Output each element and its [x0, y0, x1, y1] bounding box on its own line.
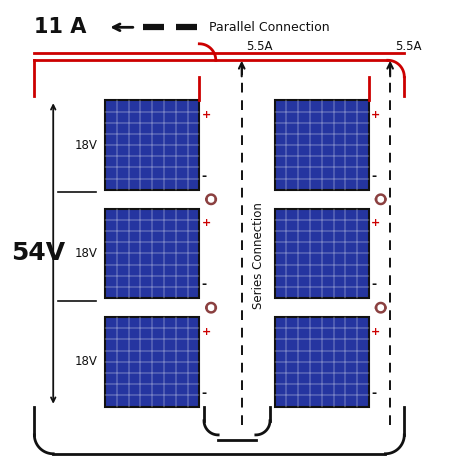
Text: 11 A: 11 A [35, 18, 87, 37]
Text: +: + [371, 110, 381, 120]
Text: -: - [371, 278, 376, 291]
Text: -: - [371, 170, 376, 183]
Text: -: - [201, 387, 207, 400]
Text: Series Connection: Series Connection [252, 202, 264, 310]
Bar [105, 317, 199, 407]
Text: 5.5A: 5.5A [246, 40, 273, 53]
Text: 5.5A: 5.5A [395, 40, 421, 53]
Text: +: + [201, 110, 211, 120]
Bar [275, 317, 369, 407]
Bar [105, 100, 199, 190]
Text: 18V: 18V [74, 356, 97, 368]
Text: 18V: 18V [74, 138, 97, 152]
Text: -: - [201, 170, 207, 183]
Text: +: + [201, 327, 211, 337]
Bar [275, 209, 369, 298]
Text: -: - [201, 278, 207, 291]
Text: +: + [371, 327, 381, 337]
Bar [275, 100, 369, 190]
Text: +: + [201, 218, 211, 228]
Text: -: - [371, 387, 376, 400]
Text: 18V: 18V [74, 247, 97, 260]
Text: 54V: 54V [11, 241, 65, 265]
Bar [105, 209, 199, 298]
Text: +: + [371, 218, 381, 228]
Text: Parallel Connection: Parallel Connection [209, 21, 329, 34]
